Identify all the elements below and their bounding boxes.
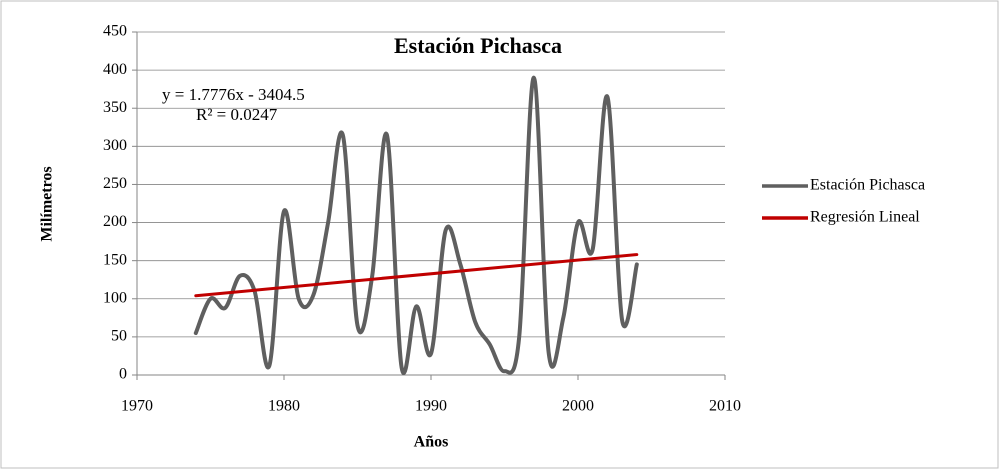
y-tick-label: 150 bbox=[103, 251, 127, 268]
legend-label: Estación Pichasca bbox=[810, 177, 925, 194]
equation: y = 1.7776x - 3404.5 bbox=[162, 85, 305, 104]
x-axis-label: Años bbox=[414, 434, 449, 451]
y-tick-label: 0 bbox=[119, 366, 127, 383]
x-tick-label: 1990 bbox=[415, 398, 447, 415]
y-tick-label: 100 bbox=[103, 289, 127, 306]
y-tick-label: 400 bbox=[103, 61, 127, 78]
y-axis-label: Milímetros bbox=[39, 166, 56, 241]
legend-label: Regresión Lineal bbox=[810, 209, 920, 226]
y-tick-label: 200 bbox=[103, 213, 127, 230]
y-tick-label: 450 bbox=[103, 23, 127, 40]
series-line bbox=[194, 253, 639, 298]
r-squared: R² = 0.0247 bbox=[196, 105, 278, 124]
y-tick-label: 350 bbox=[103, 99, 127, 116]
x-tick-label: 1980 bbox=[268, 398, 300, 415]
y-tick-label: 50 bbox=[111, 328, 127, 345]
y-tick-label: 300 bbox=[103, 137, 127, 154]
x-tick-label: 2010 bbox=[709, 398, 741, 415]
chart-title: Estación Pichasca bbox=[394, 33, 562, 58]
x-tick-label: 1970 bbox=[121, 398, 153, 415]
x-tick-label: 2000 bbox=[562, 398, 594, 415]
series-line bbox=[193, 75, 639, 375]
y-tick-label: 250 bbox=[103, 175, 127, 192]
